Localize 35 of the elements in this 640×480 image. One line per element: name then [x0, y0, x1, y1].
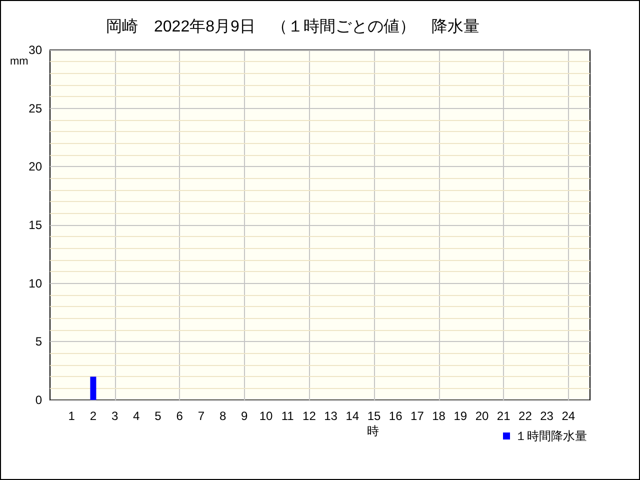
y-tick-label: 25	[28, 101, 42, 116]
x-tick-label: 7	[198, 409, 205, 423]
y-tick-label: 10	[28, 276, 42, 290]
x-tick-label: 3	[111, 409, 118, 423]
y-tick-label: 30	[28, 43, 42, 57]
x-tick-label: 2	[90, 409, 97, 423]
y-tick-label: 15	[28, 218, 42, 232]
x-tick-label: 13	[324, 409, 338, 423]
legend-label: １時間降水量	[515, 429, 587, 443]
x-axis-title: 時	[367, 424, 379, 438]
y-axis-title: mm	[10, 56, 28, 68]
x-tick-label: 12	[302, 409, 316, 423]
x-tick-label: 11	[281, 409, 294, 423]
x-tick-label: 5	[154, 409, 162, 423]
x-tick-label: 6	[176, 409, 184, 423]
y-tick-label: 0	[35, 393, 42, 407]
x-tick-label: 1	[68, 409, 76, 423]
x-tick-label: 20	[475, 409, 489, 423]
x-tick-label: 21	[496, 409, 511, 423]
chart-title: 岡崎 2022年8月9日 （１時間ごとの値） 降水量	[106, 18, 480, 36]
x-tick-label: 10	[259, 409, 273, 423]
x-tick-label: 8	[219, 409, 226, 423]
x-tick-label: 22	[518, 409, 532, 423]
x-tick-label: 24	[562, 409, 576, 423]
x-tick-label: 23	[540, 409, 554, 423]
x-tick-label: 17	[410, 409, 424, 423]
y-tick-label: 20	[28, 160, 42, 174]
x-tick-label: 18	[432, 409, 446, 423]
x-tick-label: 4	[133, 409, 140, 423]
x-tick-label: 14	[346, 409, 360, 423]
x-tick-label: 19	[454, 409, 468, 423]
x-tick-label: 16	[388, 409, 403, 423]
x-tick-label: 15	[367, 409, 381, 423]
y-tick-label: 5	[35, 334, 42, 349]
x-tick-label: 9	[241, 409, 248, 423]
